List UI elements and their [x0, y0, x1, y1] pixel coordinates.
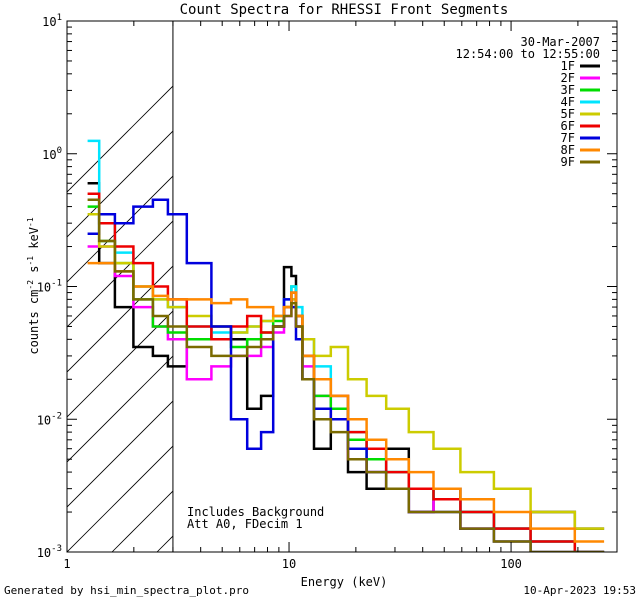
axes: 1 10 100 101 100 10-1 10-2 10-3	[37, 13, 618, 571]
x-axis-label: Energy (keV)	[301, 575, 388, 589]
x-tick-label: 10	[282, 557, 296, 571]
series-8F-line	[87, 261, 605, 543]
y-axis-label-exp1: -2	[26, 280, 35, 290]
legend-label-5F: 5F	[561, 107, 575, 121]
footer-generated-by: Generated by hsi_min_spectra_plot.pro	[4, 584, 250, 597]
y-axis-label-end: keV	[27, 227, 41, 256]
y-axis-label-exp2: -1	[26, 256, 35, 266]
y-tick-label: 101	[42, 13, 62, 29]
series-6F-line	[87, 192, 605, 552]
legend-label-4F: 4F	[561, 95, 575, 109]
legend-label-8F: 8F	[561, 143, 575, 157]
excluded-energy-hatch	[67, 21, 640, 552]
series-layer	[87, 139, 605, 552]
footer-timestamp: 10-Apr-2023 19:53	[523, 584, 636, 597]
y-axis-label-mid: s	[27, 266, 41, 280]
hatch-line	[67, 85, 173, 193]
series-2F-line	[87, 245, 605, 552]
y-axis-label-base: counts cm	[27, 290, 41, 355]
hatch-line	[517, 21, 640, 552]
hatch-line	[67, 400, 173, 508]
legend-label-3F: 3F	[561, 83, 575, 97]
annotation-attenuator: Att A0, FDecim 1	[187, 517, 303, 531]
legend-label-1F: 1F	[561, 59, 575, 73]
x-tick-label: 100	[500, 557, 522, 571]
legend-label-9F: 9F	[561, 155, 575, 169]
legend-label-6F: 6F	[561, 119, 575, 133]
hatch-line	[67, 220, 173, 328]
time-range-label: 12:54:00 to 12:55:00	[456, 47, 601, 61]
hatch-line	[67, 445, 173, 552]
y-axis-label: counts cm-2 s-1 keV-1	[26, 217, 41, 354]
y-tick-label: 10-3	[37, 544, 62, 560]
x-tick-label: 1	[63, 557, 70, 571]
legend-label-7F: 7F	[561, 131, 575, 145]
series-1F-line	[87, 181, 605, 530]
y-axis-label-exp3: -1	[26, 217, 35, 227]
annotation-background: Includes Background	[187, 505, 324, 519]
date-label: 30-Mar-2007	[521, 35, 600, 49]
series-9F-line	[87, 198, 605, 552]
chart-title: Count Spectra for RHESSI Front Segments	[180, 2, 509, 18]
y-tick-label: 10-2	[37, 411, 62, 427]
legend-label-2F: 2F	[561, 71, 575, 85]
series-3F-line	[87, 205, 605, 552]
y-tick-label: 100	[42, 146, 62, 162]
y-tick-label: 10-1	[37, 279, 62, 295]
series-5F-line	[87, 213, 605, 530]
